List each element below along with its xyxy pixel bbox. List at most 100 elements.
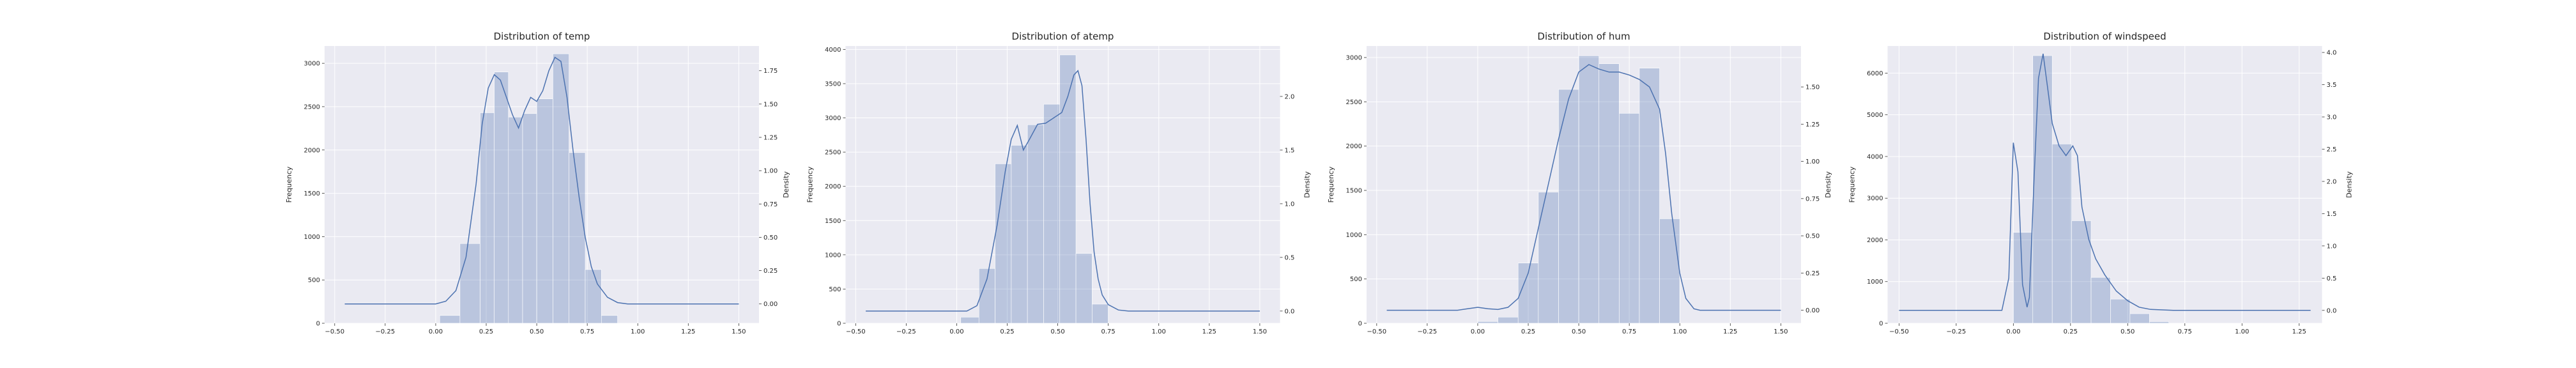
y-tick-label: 4000 bbox=[825, 47, 841, 54]
x-tick-label: −0.25 bbox=[1418, 328, 1438, 335]
histogram-bar bbox=[601, 315, 618, 324]
y2-tick-label: 1.5 bbox=[1285, 147, 1295, 154]
y2-tick-label: 1.0 bbox=[1285, 201, 1295, 208]
y-tick-label: 6000 bbox=[1867, 70, 1883, 77]
histogram-bar bbox=[2090, 277, 2111, 324]
x-tick-label: 0.50 bbox=[1572, 328, 1586, 335]
histogram-bar bbox=[1639, 68, 1660, 324]
y2-tick-label: 3.5 bbox=[2327, 82, 2337, 89]
histogram-bar bbox=[459, 243, 480, 324]
y2-tick-label: 0.75 bbox=[1805, 195, 1820, 203]
y2-tick-label: 0.25 bbox=[763, 268, 778, 275]
y-tick-label: 3500 bbox=[825, 80, 841, 88]
y-tick-label: 2500 bbox=[825, 150, 841, 157]
histogram-bar bbox=[1498, 316, 1519, 324]
x-tick-label: 0.75 bbox=[1622, 328, 1636, 335]
y2-tick-label: 0.00 bbox=[1805, 307, 1820, 314]
y2-tick-label: 0.5 bbox=[1285, 254, 1295, 261]
histogram-bar bbox=[2013, 232, 2034, 324]
y2-tick-label: 1.50 bbox=[1805, 84, 1820, 91]
y2-tick-label: 0.50 bbox=[1805, 233, 1820, 240]
histogram-bar bbox=[960, 317, 979, 324]
y2-axis-label: Density bbox=[1824, 171, 1832, 198]
y2-axis-label: Density bbox=[1303, 171, 1312, 198]
x-tick-label: 0.00 bbox=[949, 328, 963, 335]
histogram-bar bbox=[1059, 54, 1077, 324]
histogram-bar bbox=[2129, 313, 2150, 324]
x-tick-label: 1.00 bbox=[1152, 328, 1166, 335]
histogram-bar bbox=[2149, 321, 2170, 324]
y-tick-label: 4000 bbox=[1867, 153, 1883, 160]
histogram-bar bbox=[522, 113, 537, 324]
histogram-bar bbox=[1619, 113, 1640, 324]
x-tick-label: 1.25 bbox=[2292, 328, 2306, 335]
x-tick-label: −0.25 bbox=[376, 328, 395, 335]
y-tick-label: 2000 bbox=[1346, 143, 1362, 150]
x-tick-label: 0.25 bbox=[1521, 328, 1535, 335]
histogram-bar bbox=[1538, 192, 1559, 324]
subplot-4: −0.50 −0.25 0.00 0.25 0.50 0.75 1.00 1.25 0 1000 2… bbox=[1848, 31, 2354, 335]
histogram-bar bbox=[1011, 145, 1028, 324]
histogram-bar bbox=[439, 315, 461, 324]
y-tick-label: 1500 bbox=[825, 218, 841, 225]
subplot-1: −0.50 −0.25 0.00 0.25 0.50 0.75 1.00 1.25 1.50 0 5… bbox=[285, 31, 790, 335]
y-tick-label: 2000 bbox=[304, 147, 320, 154]
histogram-bar bbox=[1092, 303, 1108, 324]
y-tick-label: 2000 bbox=[825, 183, 841, 190]
histogram-bar bbox=[1075, 253, 1092, 324]
x-tick-label: 1.50 bbox=[1253, 328, 1267, 335]
y2-tick-label: 1.5 bbox=[2327, 211, 2337, 218]
y2-tick-label: 0.0 bbox=[1285, 308, 1295, 315]
y-axis-label: Frequency bbox=[806, 166, 815, 203]
y2-tick-label: 2.0 bbox=[1285, 93, 1295, 100]
x-tick-label: 1.25 bbox=[1202, 328, 1216, 335]
y-tick-label: 2000 bbox=[1867, 237, 1883, 244]
y-tick-label: 0 bbox=[1358, 321, 1362, 328]
plot-area bbox=[1367, 46, 1801, 323]
histogram-bar bbox=[1477, 321, 1498, 324]
x-tick-label: 1.00 bbox=[631, 328, 645, 335]
histogram-bar bbox=[2032, 55, 2053, 324]
histogram-bar bbox=[480, 112, 494, 324]
y2-tick-label: 1.25 bbox=[763, 134, 778, 141]
y-tick-label: 1000 bbox=[1346, 232, 1362, 239]
x-tick-label: 0.75 bbox=[1101, 328, 1116, 335]
x-tick-label: 1.50 bbox=[1774, 328, 1788, 335]
histogram-bar bbox=[508, 116, 523, 324]
histogram-bar bbox=[494, 72, 509, 324]
y-axis-label: Frequency bbox=[1327, 166, 1335, 203]
y2-tick-label: 0.25 bbox=[1805, 270, 1820, 277]
x-tick-label: 1.25 bbox=[1723, 328, 1737, 335]
x-tick-label: 1.00 bbox=[1673, 328, 1687, 335]
y-tick-label: 500 bbox=[1350, 276, 1362, 283]
y2-tick-label: 2.0 bbox=[2327, 178, 2337, 185]
x-tick-label: 0.25 bbox=[479, 328, 493, 335]
histogram-bar bbox=[1027, 124, 1044, 324]
y2-tick-label: 1.0 bbox=[2327, 243, 2337, 250]
y2-axis-label: Density bbox=[782, 171, 790, 198]
histogram-bar bbox=[1598, 63, 1620, 324]
x-tick-label: 0.75 bbox=[580, 328, 594, 335]
y-tick-label: 3000 bbox=[1867, 195, 1883, 203]
x-tick-label: 0.50 bbox=[530, 328, 544, 335]
y-tick-label: 1500 bbox=[304, 190, 320, 197]
x-tick-label: 1.50 bbox=[732, 328, 746, 335]
y2-tick-label: 1.25 bbox=[1805, 121, 1820, 128]
y2-tick-label: 2.5 bbox=[2327, 146, 2337, 153]
y-tick-label: 1500 bbox=[1346, 188, 1362, 195]
chart-title: Distribution of windspeed bbox=[2043, 31, 2166, 42]
y2-tick-label: 0.75 bbox=[763, 201, 778, 208]
histogram-bar bbox=[1659, 218, 1680, 324]
x-tick-label: 0.25 bbox=[1000, 328, 1014, 335]
x-tick-label: 0.25 bbox=[2064, 328, 2078, 335]
x-tick-label: 0.50 bbox=[1050, 328, 1064, 335]
y2-tick-label: 1.50 bbox=[763, 101, 778, 108]
x-tick-label: −0.25 bbox=[1947, 328, 1966, 335]
y-tick-label: 3000 bbox=[1346, 55, 1362, 62]
histogram-bar bbox=[2071, 220, 2092, 324]
x-tick-label: 1.25 bbox=[681, 328, 695, 335]
chart-title: Distribution of hum bbox=[1537, 31, 1630, 42]
plot-area bbox=[1887, 46, 2322, 323]
histogram-bar bbox=[536, 98, 553, 324]
